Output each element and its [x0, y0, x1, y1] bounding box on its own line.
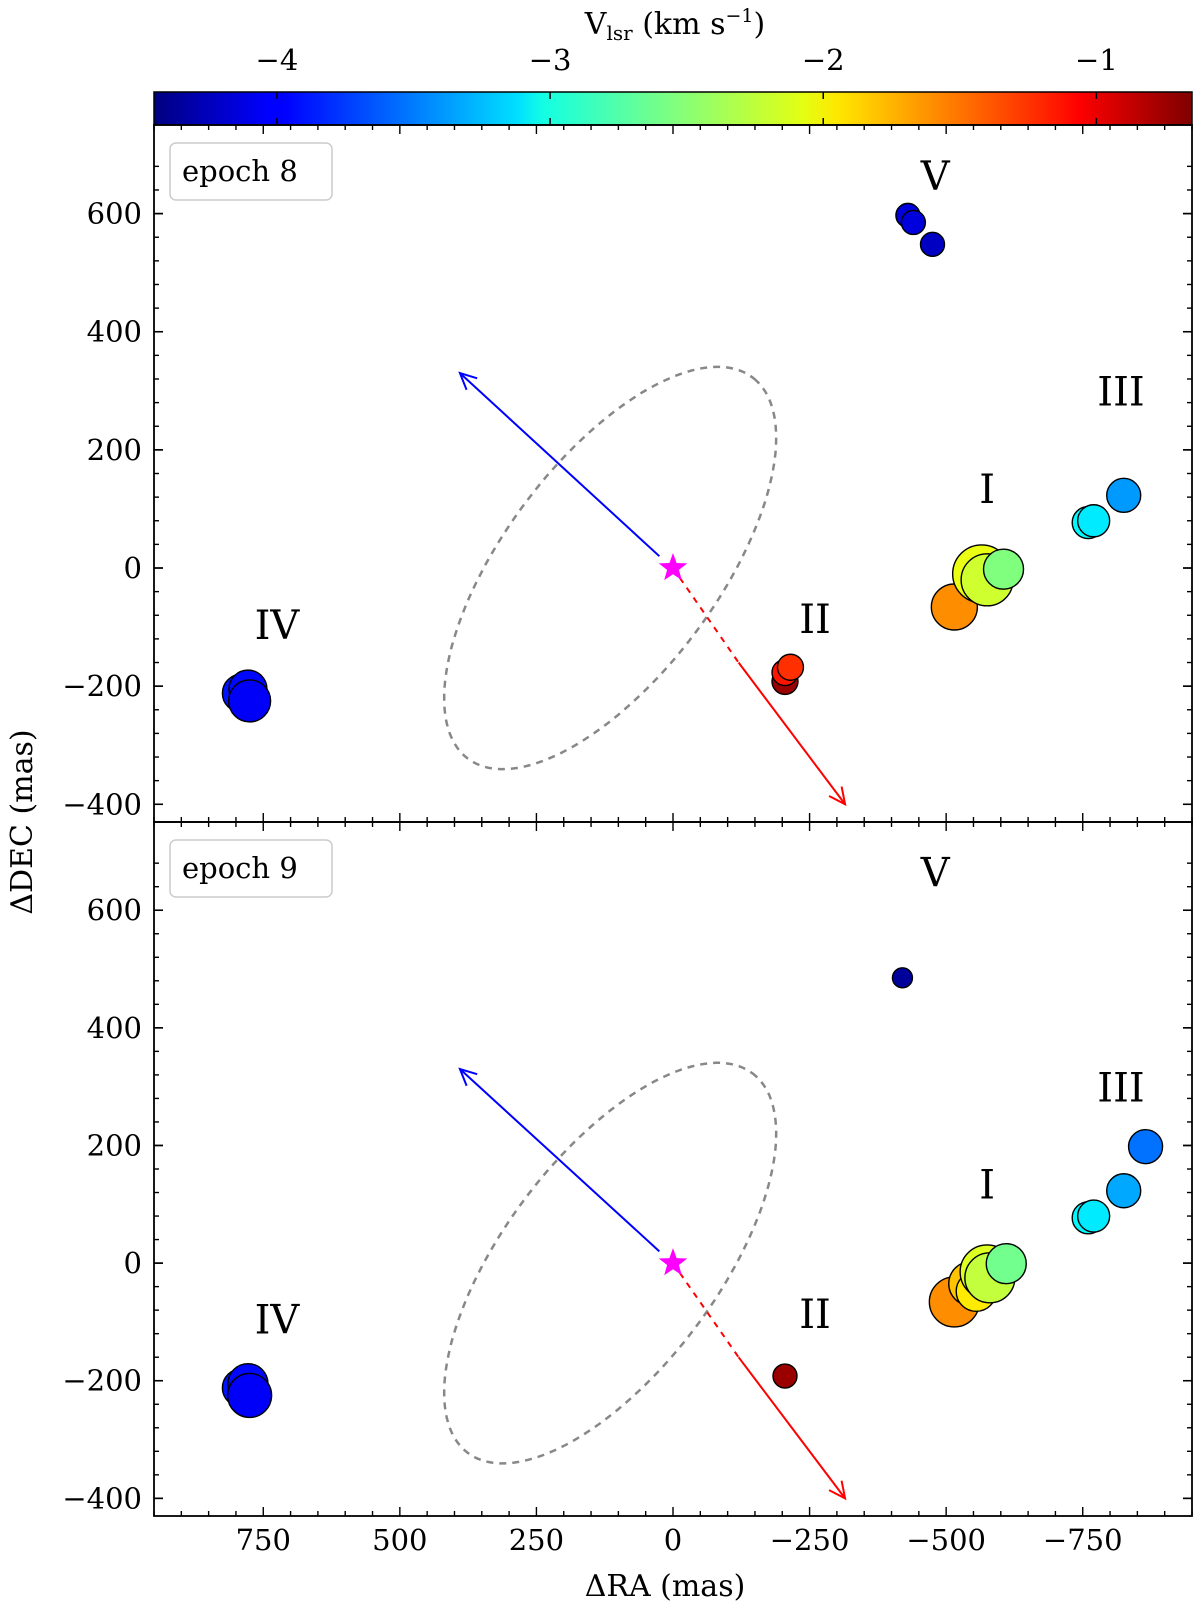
x-tick-label: −500: [906, 1523, 986, 1557]
colorbar-tick-label: −3: [529, 43, 572, 77]
y-tick-label: 400: [87, 315, 142, 349]
colorbar-ticks: −4 −3 −2 −1: [256, 43, 1118, 125]
epoch-label: epoch 9: [182, 851, 298, 885]
region-label: I: [979, 467, 995, 513]
colorbar-tick-label: −2: [802, 43, 845, 77]
panel-content: [221, 967, 1164, 1501]
y-axis-label: ΔDEC (mas): [5, 729, 40, 914]
colorbar-tick-label: −4: [256, 43, 299, 77]
x-tick-label: 750: [236, 1523, 291, 1557]
disk-ellipse: [442, 1061, 778, 1465]
colorbar-gradient: [153, 91, 1193, 126]
y-tick-label: 400: [87, 1011, 142, 1045]
y-tick-label: 0: [124, 1246, 142, 1280]
colorbar-title-close: ): [754, 7, 766, 42]
red-arrow-head: [828, 786, 847, 807]
region-label: IV: [255, 603, 301, 649]
region-label: II: [799, 1292, 831, 1338]
y-tick-label: 600: [87, 197, 142, 231]
x-tick-label: 0: [664, 1523, 682, 1557]
epoch-legend-box: [169, 142, 333, 201]
blue-arrow-head: [458, 1067, 478, 1087]
epoch-label: epoch 8: [182, 154, 298, 188]
x-tick-label: −250: [770, 1523, 850, 1557]
red-outflow-arrow: [737, 661, 846, 805]
star-marker: [658, 1248, 688, 1276]
x-tick-label: 250: [509, 1523, 564, 1557]
colorbar-title-sub: lsr: [606, 21, 633, 45]
y-tick-label: −400: [62, 1481, 142, 1515]
y-tick-label: 600: [87, 893, 142, 927]
blue-arrow-head: [458, 371, 478, 391]
colorbar-title-exp: −1: [725, 5, 753, 27]
y-tick-label: −200: [62, 1364, 142, 1398]
y-tick-label: −400: [62, 787, 142, 821]
x-axis-label: ΔRA (mas): [585, 1569, 746, 1604]
region-label: V: [920, 851, 951, 897]
y-tick-label: 0: [124, 551, 142, 585]
maser-spot: [227, 679, 272, 723]
x-tick-label: −750: [1043, 1523, 1123, 1557]
red-outflow-arrow: [737, 1356, 846, 1499]
disk-ellipse: [442, 365, 778, 771]
maser-spot: [1076, 504, 1111, 538]
colorbar: −4 −3 −2 −1 Vlsr (km s−1): [153, 5, 1193, 126]
maser-spot: [1076, 1199, 1111, 1233]
plot-frame: [153, 124, 1193, 823]
region-label: IV: [255, 1298, 301, 1344]
blue-outflow-arrow: [459, 372, 661, 557]
maser-spot: [776, 653, 805, 681]
panel-content: [221, 202, 1142, 807]
maser-spot: [772, 1363, 798, 1389]
region-label: II: [799, 597, 831, 643]
blue-outflow-arrow: [459, 1068, 661, 1253]
epoch-legend-box: [169, 839, 333, 898]
maser-spot: [982, 548, 1025, 590]
maser-spot: [919, 231, 946, 258]
y-tick-label: 200: [87, 1128, 142, 1162]
region-label: V: [920, 154, 951, 200]
region-label: I: [979, 1162, 995, 1208]
colorbar-title-unit: (km s: [633, 7, 726, 42]
star-marker: [658, 553, 688, 581]
maser-spot: [900, 209, 927, 236]
maser-spot: [226, 1372, 273, 1419]
maser-spot: [1106, 477, 1142, 514]
red-arrow-head: [828, 1480, 847, 1501]
x-tick-label: 500: [372, 1523, 427, 1557]
region-label: III: [1097, 1065, 1144, 1111]
maser-spot: [891, 967, 914, 989]
maser-spot: [1127, 1128, 1164, 1165]
colorbar-tick-label: −1: [1075, 43, 1118, 77]
maser-spot: [985, 1242, 1027, 1285]
y-tick-label: 200: [87, 433, 142, 467]
colorbar-title-main: V: [584, 7, 608, 42]
plot-frame: [153, 821, 1193, 1517]
y-tick-label: −200: [62, 669, 142, 703]
colorbar-title: Vlsr (km s−1): [584, 5, 765, 45]
maser-spot: [1106, 1173, 1142, 1209]
region-label: III: [1097, 370, 1144, 416]
